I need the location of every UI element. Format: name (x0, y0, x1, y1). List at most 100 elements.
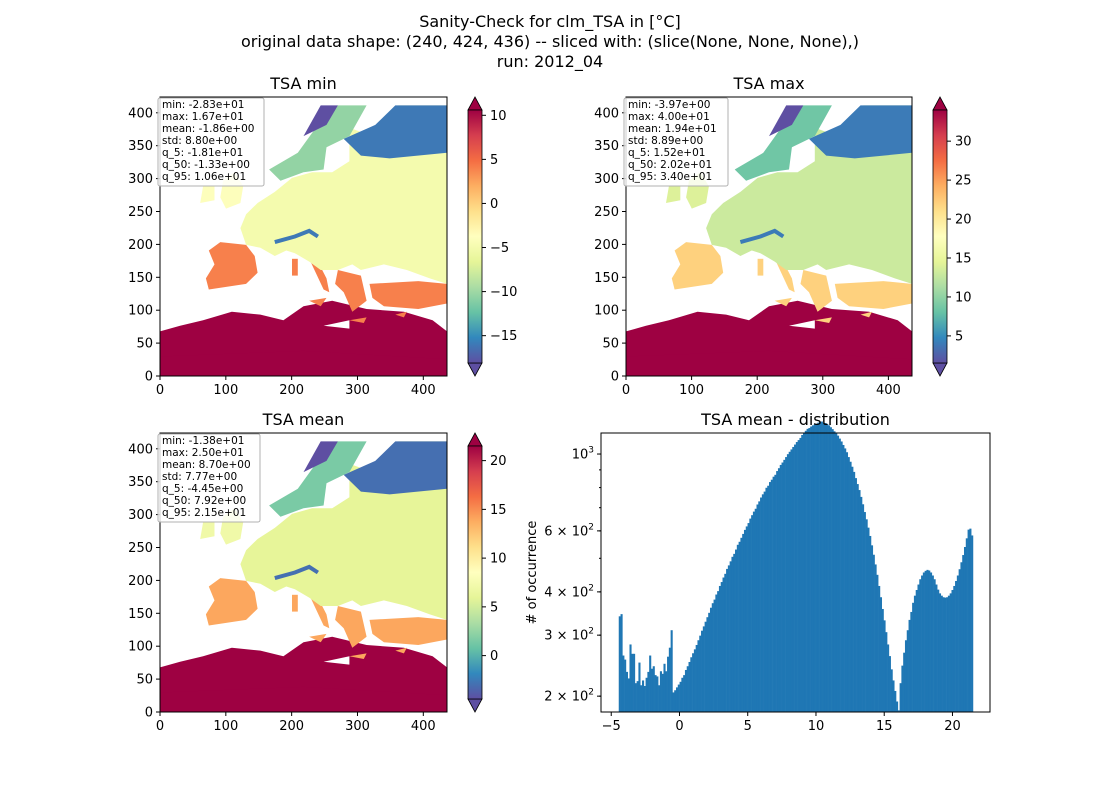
histogram-bar (692, 653, 695, 712)
map-land-crete (349, 317, 367, 323)
histogram-bar (808, 427, 811, 712)
map-land-finland (343, 105, 447, 159)
histogram-bar (665, 671, 668, 712)
histogram-bar (799, 437, 802, 712)
panel-title: TSA mean - distribution (700, 410, 890, 429)
y-tick-label: 100 (594, 304, 619, 319)
figure-title-line-2: original data shape: (240, 424, 436) -- … (241, 32, 859, 51)
histogram-bar (731, 556, 734, 712)
histogram-bar (847, 457, 850, 712)
colorbar-tick-label: 15 (490, 503, 507, 518)
histogram-bar (760, 497, 763, 712)
map-field (626, 97, 912, 376)
histogram-bar (647, 671, 650, 712)
histogram-bar (878, 585, 881, 712)
x-tick-label: 100 (213, 719, 238, 734)
map-frame (625, 96, 913, 377)
histogram-bar (618, 616, 621, 712)
histogram-bar (833, 431, 836, 712)
histogram-bar (661, 673, 664, 712)
y-tick-label: 400 (128, 442, 153, 457)
x-tick-label: 5 (744, 719, 752, 734)
histogram-bar (777, 468, 781, 712)
colorbar-tick-label: 10 (955, 290, 972, 305)
histogram-bar (756, 504, 759, 712)
histogram-bar (695, 644, 698, 712)
histogram-bar (919, 579, 922, 712)
histogram-bar (801, 434, 804, 712)
map-sea-patch (789, 320, 815, 329)
histogram-bar (908, 619, 911, 712)
histogram-bar (713, 599, 716, 712)
histogram-bar (686, 666, 689, 712)
figure-title: Sanity-Check for clm_TSA in [°C] origina… (0, 12, 1100, 72)
x-tick-label: 20 (944, 719, 961, 734)
histogram-bar (828, 425, 831, 712)
histogram-bar (697, 640, 700, 712)
map-land-ireland (666, 186, 681, 203)
x-tick-label: 300 (810, 383, 835, 398)
histogram-bar (658, 685, 661, 712)
histogram-bar (622, 655, 625, 712)
histogram-bar (922, 572, 925, 712)
histogram-bar (670, 630, 673, 712)
colorbar: 5 10 15 20 25 30 (932, 96, 972, 377)
histogram-bar (956, 575, 959, 712)
stats-line: mean: 1.94e+01 (628, 123, 717, 135)
x-tick-label: 400 (411, 383, 436, 398)
histogram-bar (867, 527, 870, 712)
histogram-bar (677, 684, 680, 712)
histogram-bar (817, 422, 820, 712)
histogram-bar (740, 537, 743, 712)
histogram-bar (652, 666, 655, 712)
map-land-finland (809, 105, 912, 159)
histogram-bars (618, 421, 974, 712)
colorbar: −15 −10 −5 0 5 10 (467, 96, 517, 377)
histogram-bar (722, 577, 725, 712)
histogram-bar (810, 426, 813, 712)
histogram-bar (625, 671, 628, 712)
histogram-bar (747, 523, 750, 712)
colorbar-body (467, 109, 483, 364)
histogram-bar (967, 529, 970, 712)
histogram-bar (803, 432, 806, 712)
histogram-bar (904, 640, 908, 712)
colorbar-tick-label: 15 (955, 251, 972, 266)
histogram-bar (838, 438, 841, 712)
histogram-bar (668, 647, 671, 712)
histogram-bar (969, 528, 972, 712)
stats-line: q_5: -4.45e+00 (162, 483, 243, 495)
map-land-cyprus (860, 311, 872, 318)
x-tick-label: 0 (675, 719, 683, 734)
histogram-bar (706, 617, 709, 712)
histogram-bar (938, 593, 942, 712)
histogram-bar (754, 508, 757, 712)
histogram-bar (767, 485, 770, 712)
histogram-bar (795, 442, 798, 712)
map-panel-3: 0 100 200 300 400050100150200250300350400TSA… (128, 410, 506, 734)
histogram-bar (876, 574, 879, 712)
histogram-bar (892, 680, 895, 712)
histogram-bar (854, 478, 857, 712)
histogram-bar (758, 501, 761, 712)
histogram-bar (931, 575, 934, 712)
histogram-bar (631, 653, 634, 712)
histogram-bar (674, 690, 677, 712)
y-tick-label: 400 (594, 106, 619, 121)
histogram-bar (711, 603, 714, 712)
map-land-scandinavia (269, 105, 367, 181)
stats-line: std: 8.89e+00 (628, 135, 703, 147)
histogram-bar (887, 644, 890, 712)
histogram-bar (774, 474, 777, 712)
y-tick-label: 300 (128, 508, 153, 523)
histogram-bar (752, 511, 755, 712)
y-tick-label: 200 (128, 238, 153, 253)
map-land-iberia (671, 242, 724, 290)
colorbar-extend-min (467, 698, 483, 713)
histogram-bar (636, 681, 639, 712)
map-land-corsica (292, 594, 298, 612)
figure-title-line-3: run: 2012_04 (496, 52, 604, 71)
map-land-sicily (309, 297, 327, 307)
y-tick-label: 250 (128, 541, 153, 556)
